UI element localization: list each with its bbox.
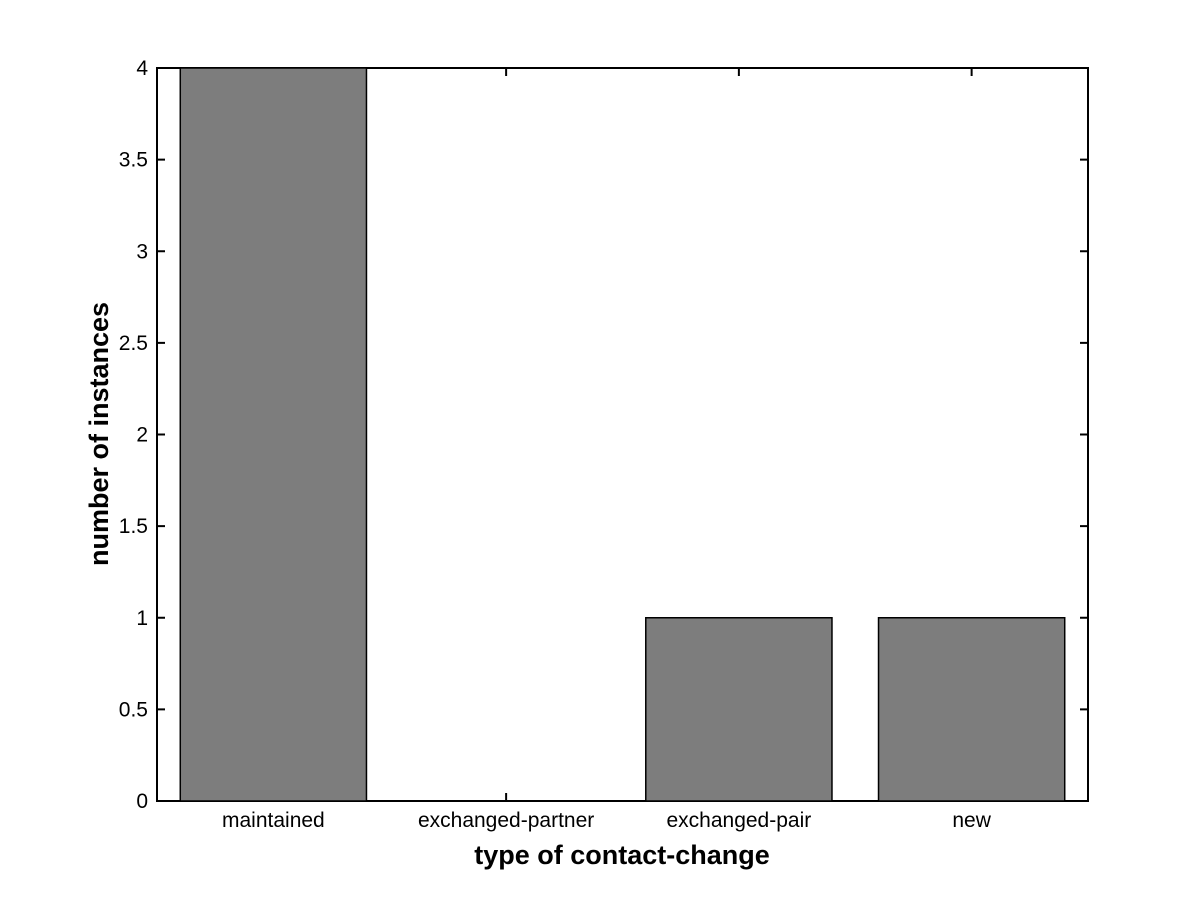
y-tick-label: 3.5 xyxy=(119,149,148,172)
y-tick-label: 1 xyxy=(136,607,148,630)
chart-plot-area: 0 0.5 1 1.5 2 2.5 3 3.5 4 maintained exchanged-par… xyxy=(119,57,1089,832)
y-axis-label: number of instances xyxy=(84,302,114,566)
y-tick-label: 2 xyxy=(136,424,148,447)
x-axis-label: type of contact-change xyxy=(474,840,770,870)
bar-new xyxy=(877,617,1066,802)
y-tick-label: 1.5 xyxy=(119,515,148,538)
bar-maintained xyxy=(179,67,368,802)
x-tick-label: new xyxy=(952,809,991,832)
x-tick-label: exchanged-partner xyxy=(418,809,594,832)
y-tick-label: 3 xyxy=(136,240,148,263)
x-tick-label: maintained xyxy=(222,809,325,832)
x-tick-label: exchanged-pair xyxy=(666,809,811,832)
y-tick-label: 0 xyxy=(136,790,148,813)
y-tick-label: 4 xyxy=(136,57,148,80)
y-tick-label: 0.5 xyxy=(119,698,148,721)
bar-exchanged-pair xyxy=(645,617,833,802)
y-tick-label: 2.5 xyxy=(119,332,148,355)
